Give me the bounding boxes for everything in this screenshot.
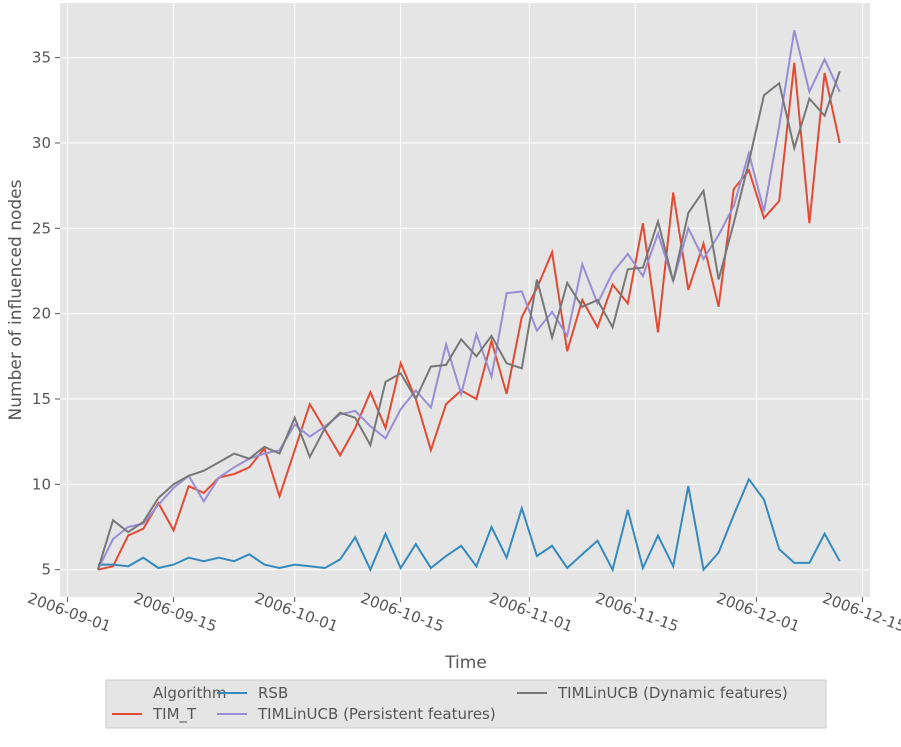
y-tick-label: 5 bbox=[41, 561, 51, 579]
series-line bbox=[97, 30, 841, 571]
y-tick-label: 35 bbox=[32, 49, 51, 67]
legend-title: Algorithm bbox=[153, 684, 226, 702]
y-tick-label: 20 bbox=[32, 305, 51, 323]
y-tick-label: 15 bbox=[32, 390, 51, 408]
legend-box bbox=[105, 679, 827, 729]
y-tick-label: 30 bbox=[32, 134, 51, 152]
series-line bbox=[97, 477, 841, 573]
y-tick-label: 10 bbox=[32, 475, 51, 493]
legend-label: RSB bbox=[258, 684, 288, 702]
y-tick-label: 25 bbox=[32, 219, 51, 237]
legend-label: TIMLinUCB (Persistent features) bbox=[257, 705, 496, 723]
y-axis-label: Number of influenced nodes bbox=[6, 179, 26, 420]
x-axis-label: Time bbox=[444, 653, 487, 673]
legend-label: TIM_T bbox=[152, 705, 197, 724]
legend-label: TIMLinUCB (Dynamic features) bbox=[557, 684, 788, 702]
series-line bbox=[96, 70, 841, 570]
plot-area bbox=[60, 3, 870, 597]
